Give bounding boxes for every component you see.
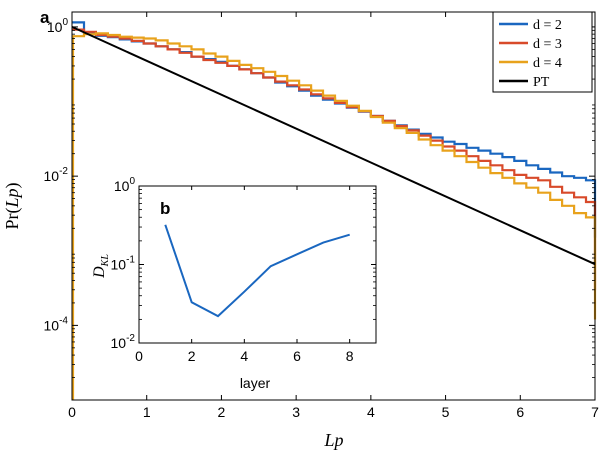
panel-label-a: a: [40, 8, 50, 27]
main-x-tick-label: 6: [516, 404, 524, 420]
inset-plot-area: [139, 186, 376, 343]
legend-label-d4: d = 4: [533, 56, 562, 71]
main-x-tick-label: 7: [591, 404, 599, 420]
main-x-tick-label: 4: [367, 404, 375, 420]
legend-label-d3: d = 3: [533, 37, 562, 52]
main-y-axis-label: Pr(Lp): [2, 182, 23, 229]
inset-x-tick-label: 2: [188, 348, 196, 364]
legend-box: [492, 11, 593, 93]
main-x-tick-label: 3: [292, 404, 300, 420]
main-y-tick-label: 10-4: [44, 315, 69, 333]
inset-x-tick-label: 0: [135, 348, 143, 364]
main-x-tick-label: 0: [68, 404, 76, 420]
inset-series-line-dkl: [164, 224, 350, 318]
inset-y-tick-label: 10-1: [111, 255, 136, 273]
inset-y-tick-label: 100: [114, 176, 136, 194]
main-x-tick-label: 1: [143, 404, 151, 420]
legend: d = 2 d = 3 d = 4 PT: [492, 11, 593, 93]
panel-label-b: b: [160, 199, 170, 218]
main-x-tick-label: 5: [442, 404, 450, 420]
inset-x-tick-label: 8: [346, 348, 354, 364]
inset-x-axis-label: layer: [240, 375, 271, 391]
main-x-axis-label: Lp: [323, 430, 343, 450]
main-y-tick-label: 100: [47, 17, 69, 35]
main-x-tick-label: 2: [218, 404, 226, 420]
main-axes: 0 1 2 3 4 5 6 7 100 10-2 10-4: [44, 11, 599, 420]
legend-label-d2: d = 2: [533, 18, 562, 33]
legend-items: d = 2 d = 3 d = 4 PT: [499, 18, 562, 90]
legend-label-pt: PT: [533, 75, 550, 90]
inset-y-tick-label: 10-2: [111, 333, 136, 351]
main-y-tick-label: 10-2: [44, 166, 69, 184]
inset-series-group: [164, 224, 350, 318]
series-line-pt: [71, 25, 596, 266]
inset-x-tick-label: 4: [240, 348, 248, 364]
inset-axes: 0 2 4 6 8 100 10-1 10-2: [111, 176, 377, 364]
inset-x-tick-label: 6: [293, 348, 301, 364]
